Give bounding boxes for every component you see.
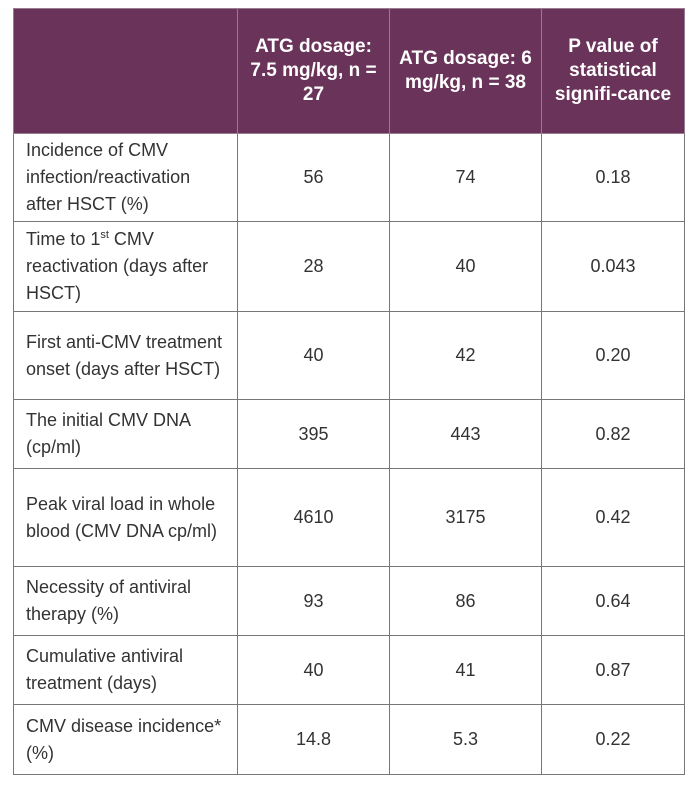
row-label: CMV disease incidence* (%) bbox=[13, 704, 238, 775]
row-label: Incidence of CMV infection/reactivation … bbox=[13, 133, 238, 222]
row-label: Peak viral load in whole blood (CMV DNA … bbox=[13, 468, 238, 567]
cmv-outcomes-table: ATG dosage: 7.5 mg/kg, n = 27 ATG dosage… bbox=[13, 8, 685, 775]
value-p: 0.42 bbox=[541, 468, 685, 567]
table-row: Incidence of CMV infection/reactivation … bbox=[13, 133, 685, 222]
value-p: 0.64 bbox=[541, 566, 685, 636]
value-p: 0.22 bbox=[541, 704, 685, 775]
value-atg-7-5: 395 bbox=[237, 399, 390, 469]
value-atg-7-5: 14.8 bbox=[237, 704, 390, 775]
value-atg-6: 86 bbox=[389, 566, 542, 636]
value-atg-6: 5.3 bbox=[389, 704, 542, 775]
table-row: CMV disease incidence* (%) 14.8 5.3 0.22 bbox=[13, 704, 685, 775]
value-atg-7-5: 4610 bbox=[237, 468, 390, 567]
row-label: The initial CMV DNA (cp/ml) bbox=[13, 399, 238, 469]
value-atg-6: 74 bbox=[389, 133, 542, 222]
value-atg-7-5: 28 bbox=[237, 221, 390, 312]
table-row: Time to 1st CMV reactivation (days after… bbox=[13, 221, 685, 312]
value-atg-6: 443 bbox=[389, 399, 542, 469]
header-atg-7-5: ATG dosage: 7.5 mg/kg, n = 27 bbox=[237, 8, 390, 134]
table-row: First anti-CMV treatment onset (days aft… bbox=[13, 311, 685, 400]
row-label: Necessity of antiviral therapy (%) bbox=[13, 566, 238, 636]
value-atg-7-5: 40 bbox=[237, 311, 390, 400]
table-body: Incidence of CMV infection/reactivation … bbox=[13, 133, 685, 775]
table-row: The initial CMV DNA (cp/ml) 395 443 0.82 bbox=[13, 399, 685, 469]
table-row: Peak viral load in whole blood (CMV DNA … bbox=[13, 468, 685, 567]
header-empty-cell bbox=[13, 8, 238, 134]
value-atg-6: 41 bbox=[389, 635, 542, 705]
row-label: Cumulative antiviral treatment (days) bbox=[13, 635, 238, 705]
value-atg-7-5: 40 bbox=[237, 635, 390, 705]
header-atg-6: ATG dosage: 6 mg/kg, n = 38 bbox=[389, 8, 542, 134]
table-row: Cumulative antiviral treatment (days) 40… bbox=[13, 635, 685, 705]
header-p-value: P value of statistical signifi-cance bbox=[541, 8, 685, 134]
row-label: First anti-CMV treatment onset (days aft… bbox=[13, 311, 238, 400]
value-p: 0.87 bbox=[541, 635, 685, 705]
value-p: 0.20 bbox=[541, 311, 685, 400]
value-atg-6: 42 bbox=[389, 311, 542, 400]
value-atg-7-5: 93 bbox=[237, 566, 390, 636]
value-p: 0.82 bbox=[541, 399, 685, 469]
results-table-container: ATG dosage: 7.5 mg/kg, n = 27 ATG dosage… bbox=[13, 8, 685, 775]
table-header: ATG dosage: 7.5 mg/kg, n = 27 ATG dosage… bbox=[13, 8, 685, 134]
header-row: ATG dosage: 7.5 mg/kg, n = 27 ATG dosage… bbox=[13, 8, 685, 134]
value-atg-6: 40 bbox=[389, 221, 542, 312]
row-label: Time to 1st CMV reactivation (days after… bbox=[13, 221, 238, 312]
value-atg-7-5: 56 bbox=[237, 133, 390, 222]
value-p: 0.18 bbox=[541, 133, 685, 222]
value-p: 0.043 bbox=[541, 221, 685, 312]
value-atg-6: 3175 bbox=[389, 468, 542, 567]
table-row: Necessity of antiviral therapy (%) 93 86… bbox=[13, 566, 685, 636]
